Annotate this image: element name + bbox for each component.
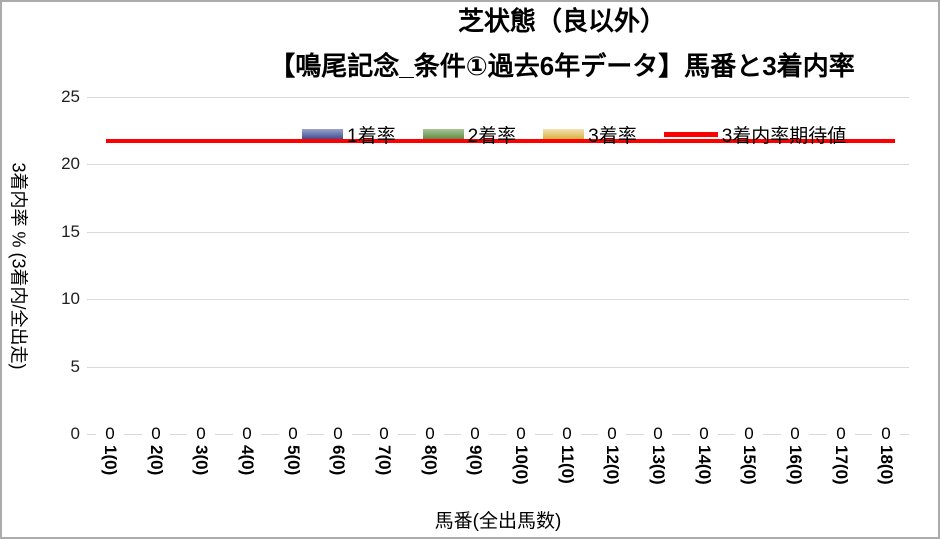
bar-data-label: 0: [553, 423, 581, 444]
x-category-label: 10(0): [512, 445, 531, 485]
bar-data-label: 0: [187, 423, 215, 444]
x-category-label: 18(0): [877, 445, 896, 485]
bar-data-label: 0: [507, 423, 535, 444]
x-category-label: 7(0): [375, 445, 394, 476]
bar-data-label: 0: [142, 423, 170, 444]
gridline: [87, 366, 909, 368]
gridline: [87, 231, 909, 233]
y-tick-label: 25: [61, 87, 80, 106]
bar-data-label: 0: [690, 423, 718, 444]
x-category-label: 6(0): [329, 445, 348, 476]
x-category-label: 11(0): [558, 445, 577, 484]
legend-label: 2着率: [467, 125, 517, 147]
bar-data-label: 0: [598, 423, 626, 444]
x-category-label: 14(0): [695, 445, 714, 485]
x-category-label: 15(0): [740, 445, 759, 485]
bar-data-label: 0: [644, 423, 672, 444]
x-axis-title: 馬番(全出馬数): [434, 511, 562, 532]
x-category-label: 9(0): [466, 445, 485, 476]
bar-data-label: 0: [324, 423, 352, 444]
bar-data-label: 0: [781, 423, 809, 444]
x-category-label: 13(0): [649, 445, 668, 485]
legend-item: 2着率: [422, 121, 517, 148]
legend-label: 1着率: [347, 125, 396, 147]
bar-data-label: 0: [370, 423, 398, 444]
legend-bar-swatch-icon: [302, 129, 343, 139]
legend-item: 1着率: [302, 121, 396, 148]
y-axis-title-wrap: 3着内率 % (3着内/全出走): [2, 97, 38, 434]
gridline: [87, 96, 909, 98]
x-category-label: 16(0): [786, 445, 805, 485]
x-category-label: 12(0): [603, 445, 622, 485]
x-category-label: 4(0): [238, 445, 257, 476]
x-category-label: 1(0): [101, 445, 120, 476]
y-tick-label: 20: [61, 154, 80, 173]
bar-data-label: 0: [279, 423, 307, 444]
y-tick-label: 0: [70, 424, 80, 443]
y-axis-title: 3着内率 % (3着内/全出走): [9, 161, 29, 370]
gridline: [87, 298, 909, 300]
legend-item: 3着内率期待値: [663, 121, 847, 148]
chart-title: 芝状態（良以外） 【鳴尾記念_条件①過去6年データ】馬番と3着内率: [182, 6, 938, 81]
y-tick-label: 15: [61, 222, 80, 241]
bar-data-label: 0: [96, 423, 124, 444]
bar-data-label: 0: [461, 423, 489, 444]
legend-line-marker-icon: [663, 131, 718, 137]
legend-item: 3着率: [543, 121, 637, 148]
expected-value-line: [106, 139, 895, 143]
chart-title-line1: 芝状態（良以外）: [457, 6, 666, 36]
legend: 1着率 2着率 3着率 3着内率期待値: [302, 120, 846, 148]
bar-data-label: 0: [416, 423, 444, 444]
bar-data-label: 0: [233, 423, 261, 444]
bar-data-label: 0: [872, 423, 900, 444]
x-category-label: 5(0): [284, 445, 303, 476]
gridline: [87, 163, 909, 165]
x-category-label: 3(0): [192, 445, 211, 476]
x-category-label: 2(0): [147, 445, 166, 476]
x-category-label: 8(0): [421, 445, 440, 476]
legend-label: 3着内率期待値: [721, 125, 847, 147]
legend-bar-swatch-icon: [422, 129, 464, 139]
bar-data-label: 0: [735, 423, 763, 444]
legend-bar-swatch-icon: [543, 129, 585, 139]
y-tick-label: 10: [61, 289, 80, 308]
gridline: [87, 433, 909, 435]
bar-data-label: 0: [827, 423, 855, 444]
y-tick-label: 5: [70, 357, 80, 376]
legend-label: 3着率: [588, 125, 637, 147]
x-category-label: 17(0): [832, 445, 851, 485]
chart-title-line2: 【鳴尾記念_条件①過去6年データ】馬番と3着内率: [269, 50, 855, 81]
